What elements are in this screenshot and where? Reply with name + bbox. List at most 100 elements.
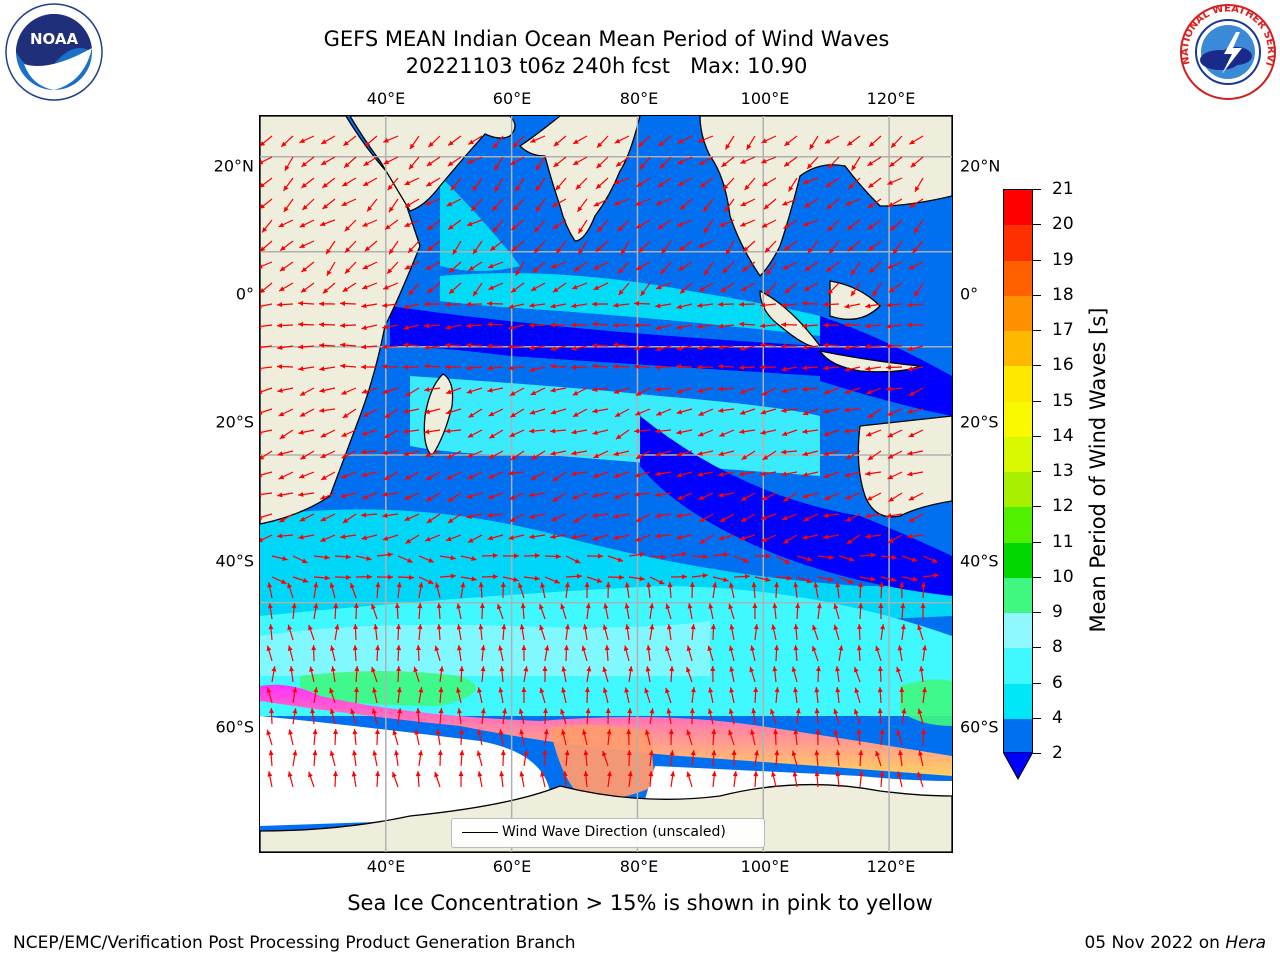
wind-arrow — [762, 450, 777, 461]
wind-arrow — [761, 219, 777, 228]
wind-arrow — [308, 771, 315, 788]
wind-arrow — [510, 282, 525, 293]
wind-arrow — [309, 666, 315, 683]
wind-arrow — [298, 492, 315, 497]
lat-tick-right-0: 0° — [960, 284, 979, 304]
wind-arrows — [260, 135, 939, 788]
wind-arrow — [529, 492, 546, 498]
wind-arrow — [383, 135, 399, 143]
wind-arrow — [801, 365, 819, 371]
wind-arrow — [761, 387, 777, 396]
nws-logo: NATIONAL WEATHER SERVICE — [1178, 2, 1276, 100]
wind-arrow — [592, 513, 609, 518]
wind-arrow — [648, 750, 654, 767]
wind-arrow — [592, 492, 609, 498]
wind-arrow — [635, 513, 651, 523]
lat-tick-right-20n: 20°N — [960, 156, 1001, 176]
wind-arrow — [781, 407, 798, 413]
wind-arrow — [649, 708, 655, 725]
wind-arrow — [844, 198, 861, 206]
wind-arrow — [781, 429, 798, 436]
wind-arrow — [739, 387, 756, 394]
wind-arrow — [460, 555, 477, 561]
wind-arrow — [434, 582, 441, 599]
wind-arrow — [711, 728, 717, 746]
wind-arrow — [783, 534, 798, 544]
lat-tick-right-60s: 60°S — [960, 717, 999, 737]
wind-arrow — [488, 282, 504, 291]
wind-arrow — [886, 323, 903, 329]
wind-arrow — [386, 261, 399, 275]
wind-arrow — [889, 219, 903, 232]
wind-arrow — [572, 156, 588, 166]
wind-arrow — [887, 534, 903, 544]
wind-arrow — [914, 177, 924, 193]
wind-arrow — [329, 708, 336, 725]
wind-arrow — [319, 366, 336, 372]
wind-arrow — [740, 492, 756, 502]
wind-arrow — [656, 408, 672, 416]
wind-arrow — [667, 582, 673, 599]
wind-arrow — [921, 728, 927, 746]
wind-arrow — [738, 301, 756, 307]
wind-arrow — [838, 555, 855, 562]
colorbar-tick-label: 12 — [1052, 496, 1074, 517]
wind-arrow — [434, 771, 441, 788]
noaa-logo: NOAA — [5, 3, 103, 101]
wind-arrow — [477, 729, 483, 746]
wind-arrow — [751, 708, 757, 725]
wind-arrow — [628, 576, 645, 582]
colorbar-segment — [1004, 436, 1032, 472]
wind-arrow — [754, 750, 760, 767]
wind-arrow — [644, 687, 651, 704]
wind-arrow — [844, 387, 861, 394]
wind-arrow — [271, 555, 288, 561]
wind-arrow — [591, 321, 609, 327]
wind-arrow — [908, 429, 924, 438]
wind-arrow — [529, 345, 546, 351]
wind-arrow — [291, 603, 297, 620]
wind-arrow — [617, 261, 630, 274]
wind-arrow — [888, 282, 903, 293]
wind-arrow — [424, 450, 441, 458]
wind-arrow — [917, 708, 924, 725]
map-canvas — [260, 116, 952, 852]
colorbar-tick-mark — [1033, 753, 1041, 754]
wind-arrow — [655, 450, 672, 457]
wind-arrow — [341, 450, 357, 459]
wind-arrow — [444, 364, 462, 370]
wind-arrow — [865, 303, 882, 309]
wind-arrow — [418, 576, 434, 585]
wind-arrow — [859, 552, 876, 558]
wind-arrow — [691, 573, 708, 579]
wind-arrow — [877, 686, 883, 704]
wind-arrow — [796, 576, 813, 584]
wind-arrow — [260, 365, 273, 371]
wind-arrow — [835, 771, 841, 788]
wind-arrow — [465, 323, 483, 329]
wind-arrow — [773, 728, 779, 746]
chart-title: GEFS MEAN Indian Ocean Mean Period of Wi… — [323, 27, 890, 51]
wind-arrow — [313, 575, 330, 581]
wind-arrow — [571, 282, 588, 290]
wind-arrow — [539, 687, 546, 704]
wind-arrow — [867, 240, 882, 252]
wind-arrow — [354, 686, 359, 704]
wind-arrow — [690, 750, 696, 767]
wind-arrow — [277, 533, 294, 539]
colorbar-segment — [1004, 366, 1032, 402]
wind-arrow — [707, 645, 714, 662]
wind-arrow — [383, 429, 399, 439]
wind-arrow — [613, 513, 630, 519]
wind-arrow — [803, 513, 819, 522]
wind-arrow — [908, 513, 924, 523]
wind-arrow — [260, 534, 273, 542]
wind-arrow — [353, 602, 359, 620]
wind-arrow — [571, 492, 588, 500]
wind-arrow — [697, 345, 714, 351]
wind-arrow — [318, 301, 336, 307]
wind-arrow — [648, 771, 654, 788]
lat-tick-left-0: 0° — [235, 284, 254, 304]
wind-arrow — [427, 135, 441, 148]
wind-arrow — [678, 261, 693, 272]
